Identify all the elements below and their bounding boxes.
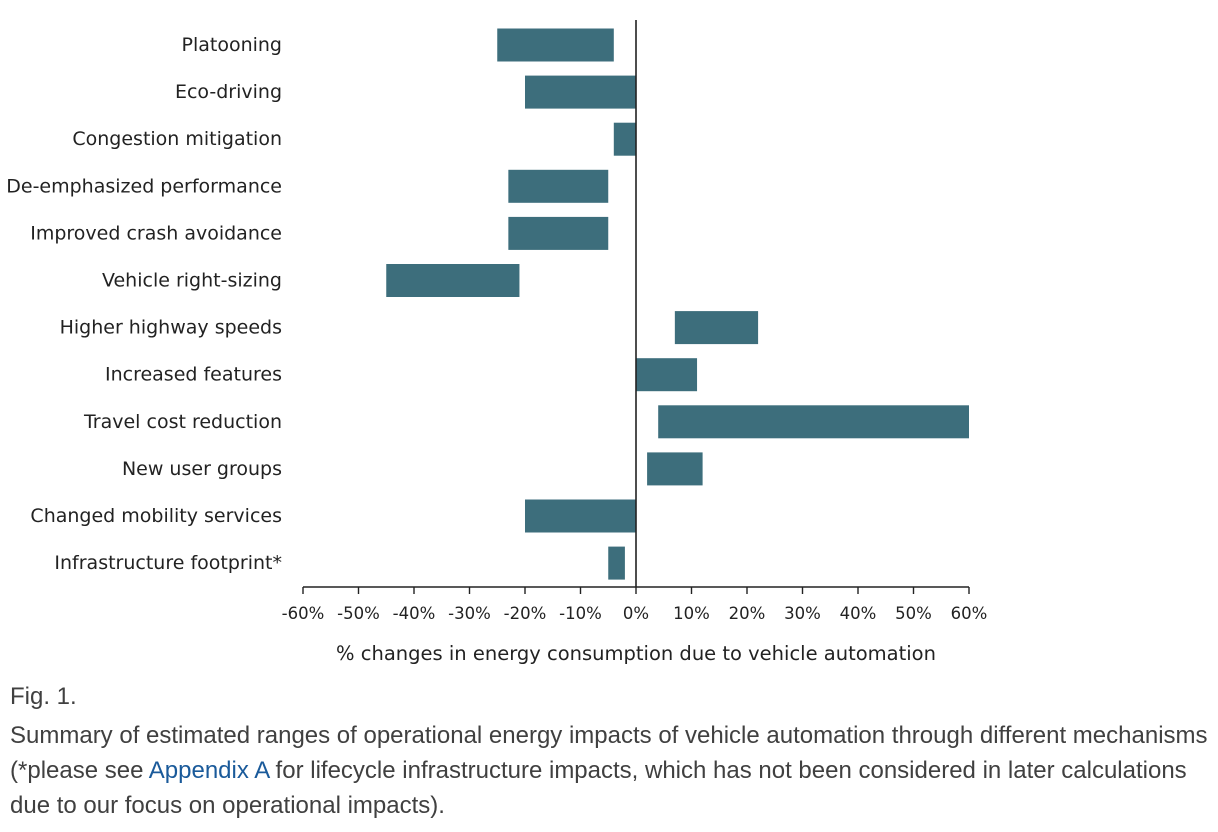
x-tick-label: 50% [895,604,932,623]
x-ticks: -60% -50% -40% -30% -20% -10% 0% 10% 20% 30% 40% 50… [282,587,988,623]
bar-3 [508,169,609,203]
caption-text-2: please see [27,757,149,784]
category-label: Higher highway speeds [60,317,282,339]
appendix-a-link[interactable]: Appendix A [148,757,269,784]
category-label: New user groups [122,458,282,480]
bar-1 [525,75,636,109]
bar-0 [497,28,614,62]
x-tick-label: 10% [673,604,710,623]
category-label: Changed mobility services [30,505,282,527]
category-label: De-emphasized performance [6,175,282,197]
category-labels: Platooning Eco-driving Congestion mitigati… [6,34,282,574]
x-tick-label: -50% [337,604,380,623]
bar-10 [525,499,636,533]
x-tick-label: 30% [784,604,821,623]
bars-group [386,28,969,580]
category-label: Improved crash avoidance [30,222,282,244]
bar-11 [608,546,625,580]
x-tick-label: -30% [448,604,491,623]
category-label: Travel cost reduction [83,411,282,433]
chart: Platooning Eco-driving Congestion mitigati… [6,20,988,665]
caption-text-3: for lifecycle infrastructure impacts, wh… [10,757,1187,819]
x-axis-title: % changes in energy consumption due to v… [336,642,936,665]
caption-asterisk: * [18,757,28,784]
bar-5 [386,264,520,297]
bar-4 [508,216,609,250]
caption-text-1: Summary of estimated ranges of operation… [10,722,1208,784]
figure-label: Fig. 1. [10,683,77,710]
x-tick-label: 40% [840,604,877,623]
x-tick-label: -60% [282,604,325,623]
category-label: Infrastructure footprint* [54,552,282,574]
x-tick-label: -10% [559,604,602,623]
bar-8 [658,405,969,439]
bar-7 [636,358,698,392]
x-tick-label: 0% [623,604,649,623]
bar-6 [674,311,759,345]
x-tick-label: 60% [951,604,988,623]
category-label: Eco-driving [175,81,282,103]
category-label: Increased features [105,364,282,386]
x-tick-label: 20% [729,604,766,623]
bar-2 [613,122,636,156]
category-label: Vehicle right-sizing [102,270,282,292]
x-tick-label: -20% [504,604,547,623]
bar-9 [647,452,703,486]
figure-caption: Summary of estimated ranges of operation… [10,718,1210,823]
x-tick-label: -40% [393,604,436,623]
category-label: Platooning [181,34,282,56]
category-label: Congestion mitigation [72,128,282,150]
